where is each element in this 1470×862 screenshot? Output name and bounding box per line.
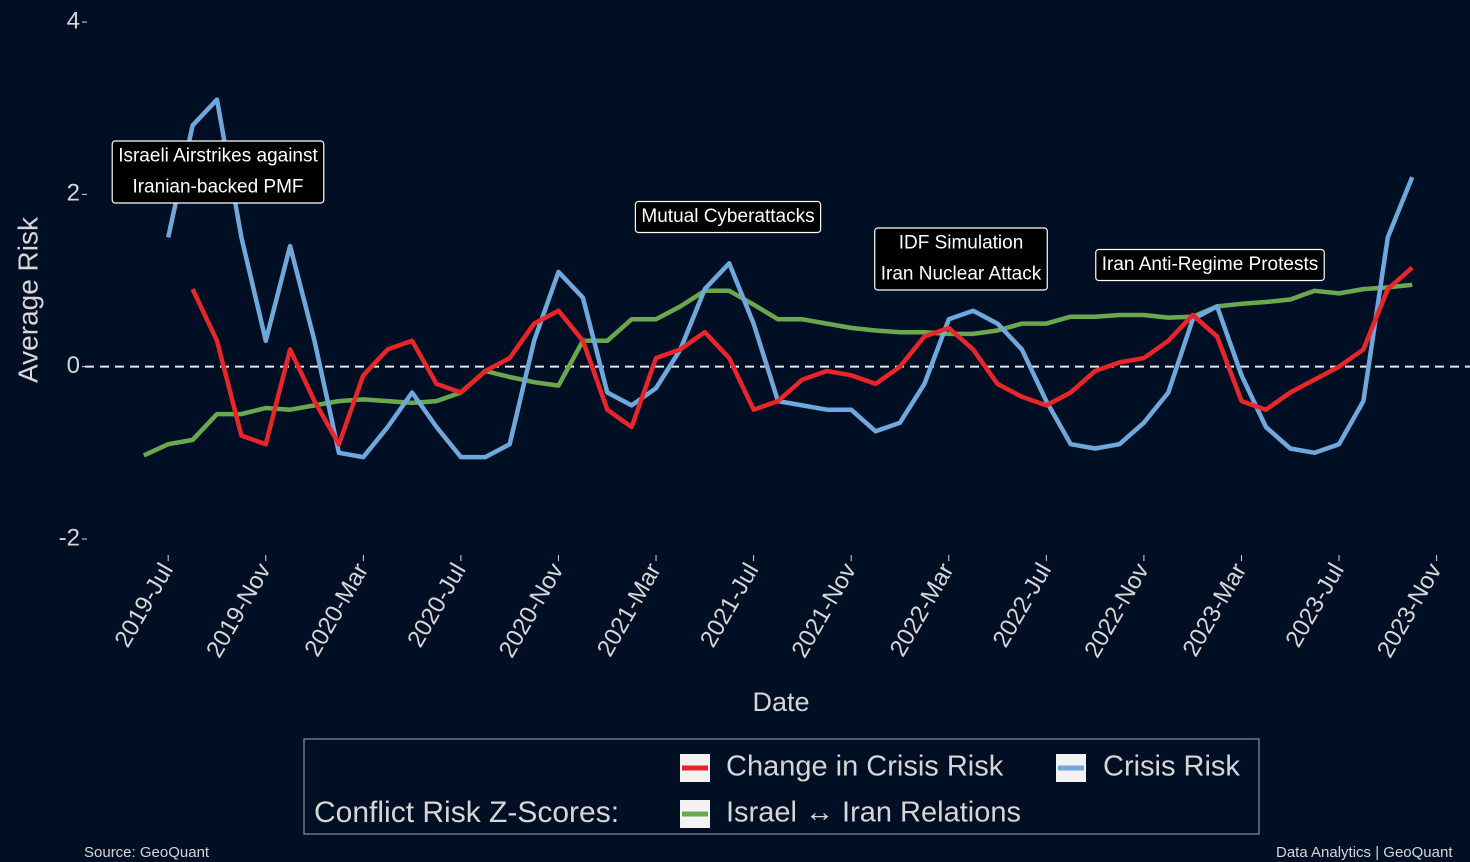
- annotation-text: Iranian-backed PMF: [132, 177, 303, 198]
- x-tick-label: 2023-Jul: [1280, 559, 1349, 652]
- series-line: [190, 265, 1414, 447]
- annotation-text: Iran Anti-Regime Protests: [1102, 254, 1318, 275]
- x-tick-label: 2022-Nov: [1079, 559, 1154, 663]
- x-tick-label: 2022-Mar: [885, 559, 960, 661]
- y-tick-label: 0: [67, 352, 80, 379]
- annotation-text: Mutual Cyberattacks: [641, 206, 814, 227]
- annotation-text: IDF Simulation: [899, 233, 1024, 254]
- x-tick-label: 2021-Mar: [592, 559, 667, 661]
- x-tick-label: 2021-Jul: [695, 559, 764, 652]
- annotation-text: Iran Nuclear Attack: [881, 264, 1042, 285]
- credit: Data Analytics | GeoQuant: [1276, 844, 1453, 861]
- annotation-text: Israeli Airstrikes against: [118, 146, 318, 167]
- x-tick-label: 2019-Jul: [109, 559, 178, 652]
- legend-box: [303, 738, 1260, 835]
- x-tick-label: 2020-Jul: [402, 559, 471, 652]
- y-tick-label: -2: [59, 524, 80, 551]
- annotation: Mutual Cyberattacks: [634, 200, 822, 234]
- y-axis-label: Average Risk: [12, 216, 43, 383]
- annotation-box: [111, 140, 325, 204]
- x-tick-label: 2020-Nov: [494, 559, 569, 663]
- legend-label: Crisis Risk: [1103, 751, 1240, 783]
- annotation-box: [634, 200, 822, 234]
- series-line: [166, 97, 1415, 460]
- x-tick-label: 2021-Nov: [786, 559, 861, 663]
- annotation: IDF Simulation Iran Nuclear Attack: [874, 227, 1048, 291]
- y-tick-label: 4: [67, 7, 80, 34]
- annotation: Israeli Airstrikes against Iranian-backed…: [111, 140, 325, 204]
- x-tick-label: 2023-Nov: [1372, 559, 1447, 663]
- annotation: Iran Anti-Regime Protests: [1095, 248, 1325, 282]
- x-tick-label: 2019-Nov: [201, 559, 276, 663]
- y-tick-label: 2: [67, 180, 80, 207]
- x-tick-label: 2023-Mar: [1177, 559, 1252, 661]
- annotation-box: [874, 227, 1048, 291]
- x-axis-label: Date: [752, 687, 809, 717]
- x-tick-label: 2022-Jul: [988, 559, 1057, 652]
- legend-label: Israel ↔ Iran Relations: [726, 797, 1021, 829]
- annotation-box: [1095, 248, 1325, 282]
- legend-label: Change in Crisis Risk: [726, 751, 1004, 783]
- source: Source: GeoQuant: [84, 844, 210, 861]
- x-tick-label: 2020-Mar: [299, 559, 374, 661]
- legend-title: Conflict Risk Z-Scores:: [314, 796, 619, 829]
